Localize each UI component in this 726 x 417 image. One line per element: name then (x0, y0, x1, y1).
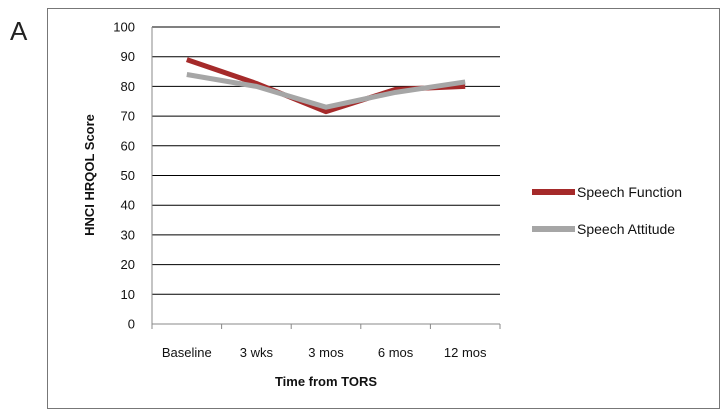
y-tick-label: 100 (113, 20, 135, 35)
x-tick-label: 3 wks (240, 345, 274, 360)
legend-label: Speech Attitude (577, 221, 675, 237)
y-tick-label: 0 (128, 317, 135, 332)
x-tick-label: 12 mos (444, 345, 487, 360)
y-axis-title: HNCI HRQOL Score (82, 114, 97, 236)
y-tick-label: 40 (121, 198, 135, 213)
y-tick-label: 80 (121, 79, 135, 94)
y-tick-label: 20 (121, 257, 135, 272)
y-tick-labels: 0 10 20 30 40 50 60 70 80 90 100 (113, 20, 135, 332)
series-line-speech-attitude (186, 72, 466, 110)
x-tick-labels: Baseline 3 wks 3 mos 6 mos 12 mos (162, 345, 487, 360)
y-tick-label: 50 (121, 168, 135, 183)
x-tick-label: 6 mos (378, 345, 414, 360)
x-tick-label: 3 mos (308, 345, 344, 360)
gridlines (151, 26, 501, 329)
y-tick-label: 90 (121, 49, 135, 64)
y-tick-label: 70 (121, 109, 135, 124)
series-lines (185, 57, 466, 115)
legend: Speech Function Speech Attitude (532, 184, 682, 237)
panel-label: A (10, 16, 28, 46)
legend-label: Speech Function (577, 184, 682, 200)
y-tick-label: 60 (121, 138, 135, 153)
y-tick-label: 30 (121, 227, 135, 242)
chart-frame (47, 8, 720, 409)
x-tick-label: Baseline (162, 345, 212, 360)
x-axis-title: Time from TORS (275, 374, 377, 389)
y-tick-label: 10 (121, 287, 135, 302)
